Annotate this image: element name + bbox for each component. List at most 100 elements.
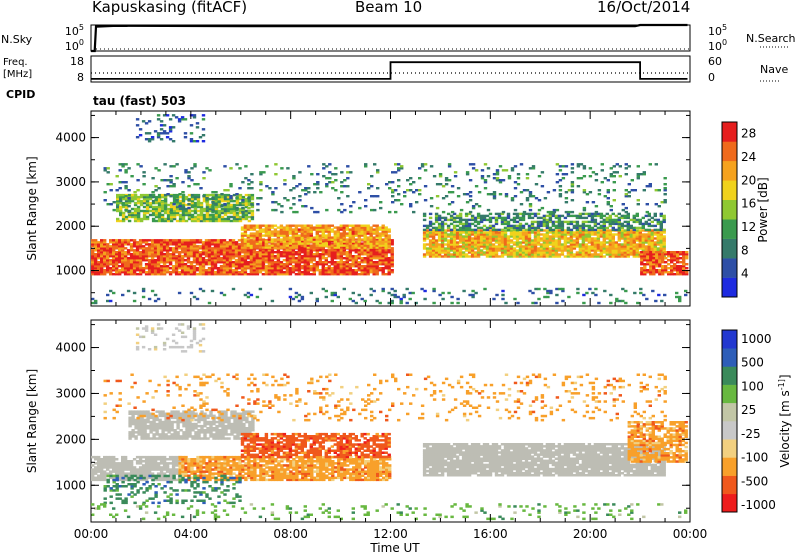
- power-cell: [231, 253, 236, 256]
- power-cell: [213, 267, 218, 270]
- power-cell: [121, 271, 125, 274]
- power-cell: [238, 201, 243, 205]
- date-label: 16/Oct/2014: [597, 0, 691, 16]
- power-cell: [491, 251, 496, 254]
- power-cell: [126, 257, 131, 260]
- power-cell: [157, 211, 162, 215]
- power-cell: [649, 253, 653, 256]
- power-cell: [306, 234, 310, 237]
- power-cell: [635, 233, 639, 236]
- power-cell: [434, 212, 439, 216]
- power-cell: [129, 247, 134, 250]
- power-cell: [635, 231, 639, 234]
- power-cell: [575, 231, 580, 234]
- power-cell: [378, 240, 382, 243]
- power-cell: [369, 236, 373, 239]
- power-cell: [223, 195, 228, 199]
- power-cell: [171, 269, 176, 272]
- power-cell: [387, 273, 391, 276]
- power-cell: [450, 185, 455, 188]
- power-cell: [148, 193, 153, 197]
- power-cell: [611, 241, 615, 244]
- power-cell: [498, 179, 503, 182]
- power-cell: [282, 242, 287, 245]
- power-cell: [165, 251, 170, 254]
- power-cell: [124, 195, 128, 198]
- power-cell: [132, 291, 137, 295]
- power-cell: [387, 228, 391, 231]
- power-cell: [255, 253, 260, 256]
- power-cell: [509, 251, 514, 254]
- power-cell: [513, 195, 518, 198]
- power-cell: [664, 257, 668, 260]
- power-cell: [470, 249, 475, 252]
- power-cell: [333, 242, 337, 245]
- power-cell: [156, 253, 161, 256]
- power-cell: [351, 226, 355, 229]
- power-cell: [470, 237, 475, 240]
- power-cell: [620, 233, 624, 236]
- power-cell: [166, 215, 171, 219]
- power-cell: [623, 229, 627, 232]
- power-cell: [237, 255, 242, 258]
- power-cell: [434, 253, 439, 256]
- power-cell: [241, 199, 245, 202]
- power-cell: [602, 226, 606, 230]
- power-cell: [428, 253, 433, 256]
- power-cell: [171, 126, 176, 129]
- power-cell: [635, 235, 639, 238]
- power-cell: [106, 167, 110, 170]
- power-cell: [180, 247, 185, 250]
- power-cell: [482, 235, 487, 238]
- power-cell: [318, 249, 322, 252]
- power-cell: [415, 189, 419, 192]
- power-cell: [545, 241, 550, 244]
- power-cell: [545, 253, 550, 256]
- power-cell: [590, 226, 595, 230]
- power-cell: [222, 271, 227, 274]
- power-cell: [255, 238, 260, 241]
- power-cell: [387, 244, 391, 247]
- power-cell: [679, 271, 683, 274]
- power-cell: [602, 239, 606, 242]
- power-cell: [638, 231, 642, 234]
- power-cell: [390, 265, 394, 268]
- power-cell: [431, 237, 436, 240]
- power-cell: [369, 240, 373, 243]
- power-cell: [423, 169, 428, 172]
- power-cell: [181, 217, 186, 221]
- power-cell: [518, 237, 523, 240]
- power-cell: [264, 253, 269, 256]
- power-cell: [660, 201, 664, 204]
- power-cell: [548, 239, 553, 242]
- power-cell: [494, 249, 499, 252]
- power-cell: [635, 237, 639, 240]
- power-cell: [252, 242, 257, 245]
- power-cell: [587, 239, 592, 242]
- power-cell: [516, 183, 521, 186]
- power-cell: [151, 207, 156, 211]
- power-cell: [256, 197, 260, 200]
- power-cell: [186, 249, 191, 252]
- power-cell: [180, 267, 185, 270]
- power-cell: [126, 265, 131, 268]
- power-cell: [452, 241, 457, 244]
- power-cell: [189, 138, 194, 141]
- power-cell: [288, 261, 293, 264]
- power-cell: [180, 271, 185, 274]
- power-cell: [270, 234, 275, 237]
- power-cell: [135, 273, 140, 276]
- power-cell: [437, 245, 442, 248]
- power-cell: [572, 233, 577, 236]
- power-cell: [156, 273, 161, 276]
- power-cell: [264, 232, 269, 235]
- power-cell: [297, 238, 302, 241]
- power-cell: [506, 239, 511, 242]
- power-cell: [333, 263, 337, 266]
- power-cell: [545, 220, 550, 224]
- power-cell: [554, 233, 559, 236]
- power-cell: [655, 259, 659, 262]
- power-cell: [655, 265, 659, 268]
- power-cell: [322, 163, 326, 166]
- power-cell: [255, 257, 260, 260]
